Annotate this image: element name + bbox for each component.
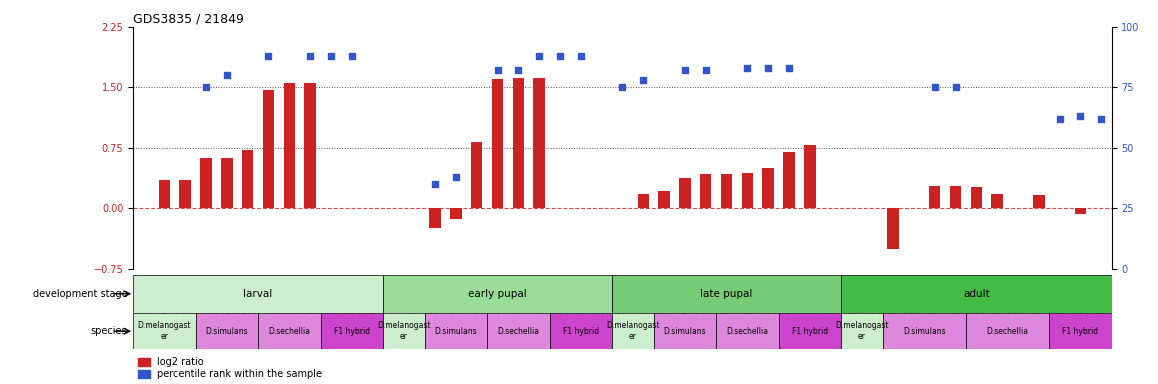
Point bbox=[1071, 113, 1090, 119]
Text: D.melanogast
er: D.melanogast er bbox=[138, 321, 191, 341]
Text: F1 hybrid: F1 hybrid bbox=[792, 327, 828, 336]
Bar bbox=[305, 83, 316, 209]
Bar bbox=[699, 174, 711, 209]
Bar bbox=[263, 90, 274, 209]
Bar bbox=[159, 180, 170, 209]
Bar bbox=[659, 190, 669, 209]
Text: larval: larval bbox=[243, 289, 273, 299]
Bar bbox=[492, 79, 504, 209]
Bar bbox=[133, 313, 196, 349]
Text: D.simulans: D.simulans bbox=[205, 327, 248, 336]
Point bbox=[197, 84, 215, 91]
Bar bbox=[200, 158, 212, 209]
Legend: log2 ratio, percentile rank within the sample: log2 ratio, percentile rank within the s… bbox=[138, 357, 322, 379]
Bar bbox=[887, 209, 899, 249]
Point bbox=[343, 53, 361, 59]
Bar bbox=[383, 313, 425, 349]
Point bbox=[779, 65, 798, 71]
Point bbox=[530, 53, 549, 59]
Text: F1 hybrid: F1 hybrid bbox=[334, 327, 369, 336]
Text: species: species bbox=[90, 326, 127, 336]
Point bbox=[572, 53, 591, 59]
Bar bbox=[242, 150, 254, 209]
Point bbox=[946, 84, 965, 91]
Bar bbox=[970, 187, 982, 209]
Bar bbox=[638, 194, 648, 209]
Bar bbox=[720, 174, 732, 209]
Bar bbox=[882, 313, 966, 349]
Text: D.sechellia: D.sechellia bbox=[497, 327, 540, 336]
Bar bbox=[950, 186, 961, 209]
Bar bbox=[133, 275, 383, 313]
Text: D.sechellia: D.sechellia bbox=[269, 327, 310, 336]
Point bbox=[675, 67, 694, 73]
Bar bbox=[613, 313, 653, 349]
Bar bbox=[841, 313, 882, 349]
Bar bbox=[804, 146, 815, 209]
Text: D.melanogast
er: D.melanogast er bbox=[378, 321, 431, 341]
Text: F1 hybrid: F1 hybrid bbox=[1062, 327, 1099, 336]
Bar bbox=[783, 152, 794, 209]
Point bbox=[301, 53, 320, 59]
Bar bbox=[741, 173, 753, 209]
Text: D.sechellia: D.sechellia bbox=[987, 327, 1028, 336]
Bar bbox=[1075, 209, 1086, 214]
Bar bbox=[550, 313, 613, 349]
Bar bbox=[762, 168, 774, 209]
Bar bbox=[1049, 313, 1112, 349]
Bar bbox=[716, 313, 778, 349]
Bar bbox=[534, 78, 545, 209]
Point bbox=[1092, 116, 1111, 122]
Text: D.simulans: D.simulans bbox=[903, 327, 946, 336]
Bar bbox=[679, 178, 690, 209]
Text: late pupal: late pupal bbox=[701, 289, 753, 299]
Bar bbox=[613, 275, 841, 313]
Text: D.melanogast
er: D.melanogast er bbox=[606, 321, 660, 341]
Point bbox=[551, 53, 570, 59]
Point bbox=[1050, 116, 1069, 122]
Bar bbox=[430, 209, 441, 228]
Point bbox=[426, 181, 445, 187]
Bar bbox=[284, 83, 295, 209]
Point bbox=[510, 67, 528, 73]
Bar bbox=[383, 275, 613, 313]
Bar bbox=[221, 158, 233, 209]
Text: adult: adult bbox=[963, 289, 990, 299]
Point bbox=[614, 84, 632, 91]
Point bbox=[322, 53, 340, 59]
Bar bbox=[321, 313, 383, 349]
Text: GDS3835 / 21849: GDS3835 / 21849 bbox=[133, 13, 244, 26]
Bar bbox=[196, 313, 258, 349]
Text: F1 hybrid: F1 hybrid bbox=[563, 327, 599, 336]
Point bbox=[489, 67, 507, 73]
Bar bbox=[929, 186, 940, 209]
Bar bbox=[991, 194, 1003, 209]
Point bbox=[218, 72, 236, 78]
Text: D.melanogast
er: D.melanogast er bbox=[835, 321, 888, 341]
Bar bbox=[471, 142, 483, 209]
Bar bbox=[425, 313, 488, 349]
Bar bbox=[179, 180, 191, 209]
Point bbox=[696, 67, 714, 73]
Text: development stage: development stage bbox=[32, 289, 127, 299]
Point bbox=[447, 174, 466, 180]
Bar bbox=[778, 313, 841, 349]
Bar bbox=[258, 313, 321, 349]
Point bbox=[633, 77, 652, 83]
Bar bbox=[488, 313, 550, 349]
Bar bbox=[450, 209, 462, 219]
Bar bbox=[513, 78, 525, 209]
Point bbox=[738, 65, 756, 71]
Point bbox=[925, 84, 944, 91]
Point bbox=[758, 65, 777, 71]
Bar bbox=[841, 275, 1112, 313]
Text: early pupal: early pupal bbox=[468, 289, 527, 299]
Bar bbox=[966, 313, 1049, 349]
Point bbox=[259, 53, 278, 59]
Bar bbox=[1033, 195, 1045, 209]
Bar bbox=[653, 313, 716, 349]
Text: D.sechellia: D.sechellia bbox=[726, 327, 769, 336]
Text: D.simulans: D.simulans bbox=[434, 327, 477, 336]
Text: D.simulans: D.simulans bbox=[664, 327, 706, 336]
